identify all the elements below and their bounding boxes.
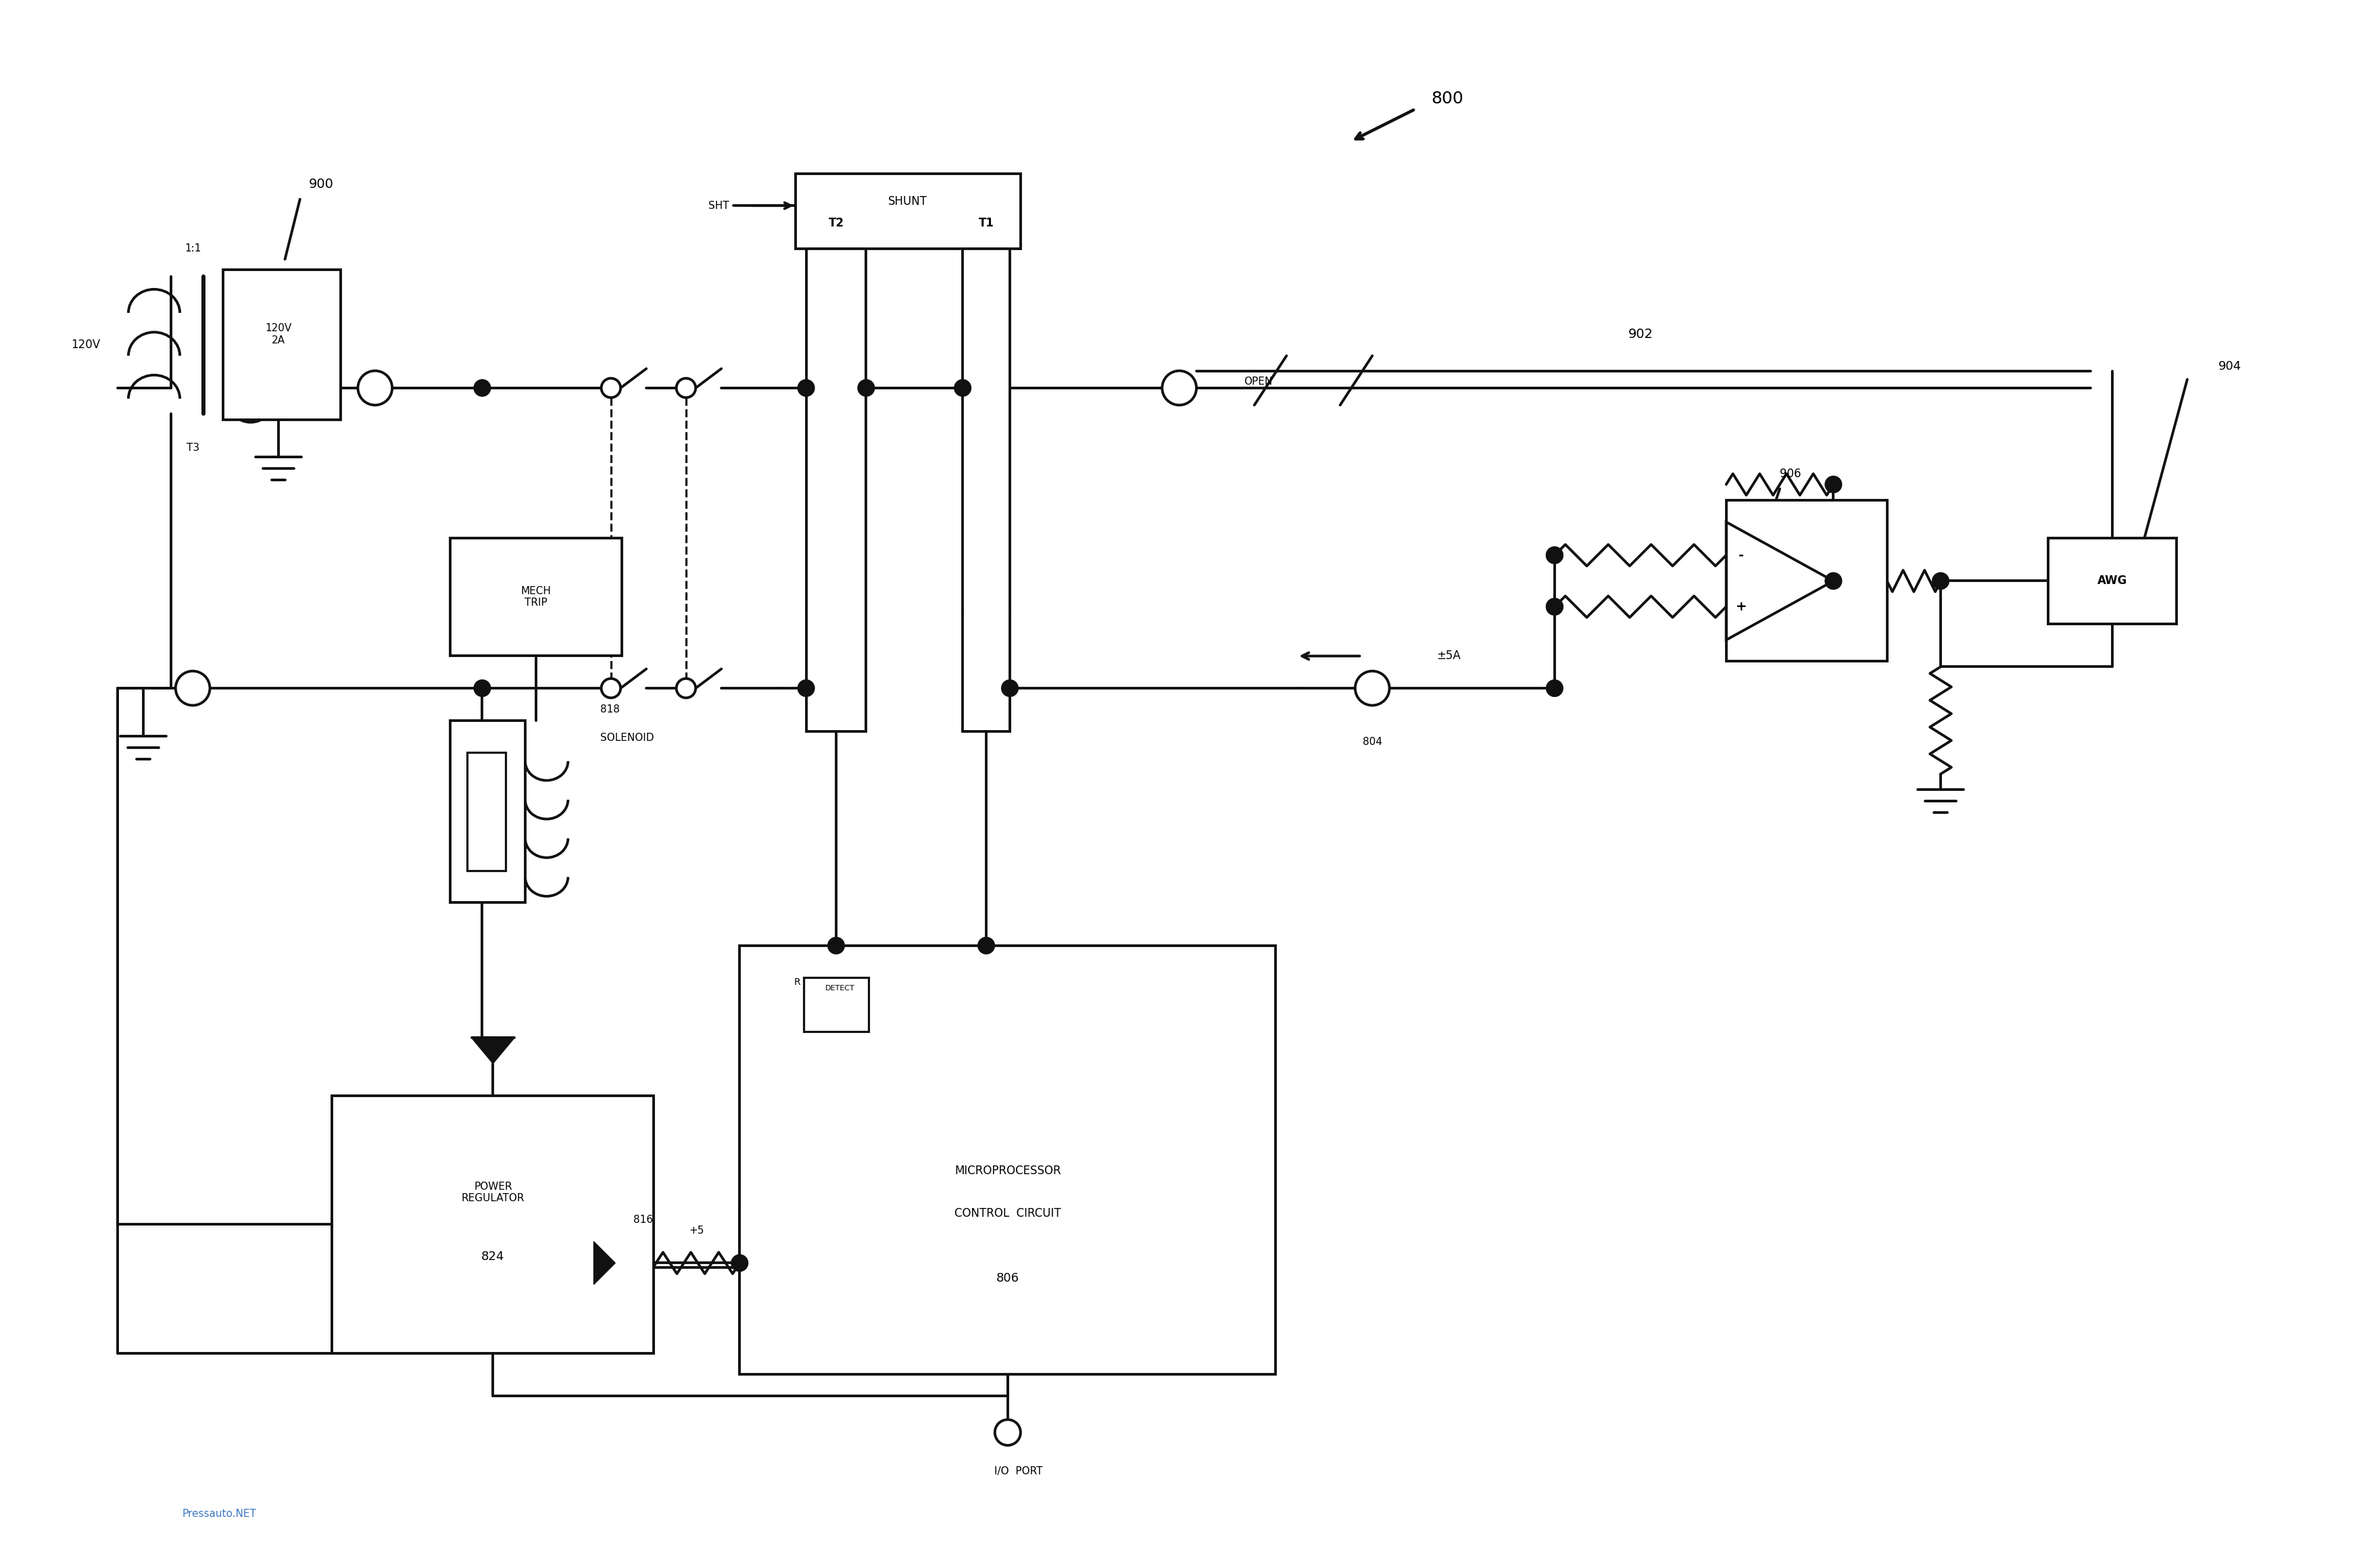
Text: T1: T1 [978,217,995,229]
Text: DETECT: DETECT [826,985,854,992]
Circle shape [1825,573,1840,588]
Circle shape [474,381,490,395]
Circle shape [676,378,695,398]
Text: 120V: 120V [71,339,100,351]
Circle shape [1933,573,1949,588]
Bar [2047,539,2178,624]
Text: POWER
REGULATOR: POWER REGULATOR [462,1181,524,1203]
Text: 804: 804 [1361,737,1383,746]
Text: Pressauto.NET: Pressauto.NET [181,1509,257,1519]
Text: -: - [1737,550,1745,562]
Text: SOLENOID: SOLENOID [600,732,654,743]
Circle shape [176,670,209,706]
Text: MECH
TRIP: MECH TRIP [521,587,552,608]
Circle shape [1547,599,1561,615]
Text: 906: 906 [1780,467,1802,480]
Bar [795,173,1021,249]
Circle shape [859,381,873,395]
Circle shape [357,372,393,406]
Text: 806: 806 [997,1272,1019,1285]
Circle shape [1161,372,1197,406]
Text: 824: 824 [481,1251,505,1263]
Text: 900: 900 [309,178,333,190]
Circle shape [1547,548,1561,563]
Bar [450,539,621,656]
Circle shape [828,938,843,954]
Text: MICROPROCESSOR: MICROPROCESSOR [954,1164,1061,1176]
Text: +: + [1735,601,1747,613]
Circle shape [954,381,971,395]
Circle shape [676,678,695,698]
Circle shape [1002,681,1016,695]
Text: 1:1: 1:1 [186,243,200,254]
Circle shape [800,681,814,695]
Bar [804,978,869,1031]
Bar [740,946,1276,1375]
Text: SHT: SHT [709,201,728,211]
Circle shape [602,678,621,698]
Bar [450,720,526,902]
Circle shape [1547,681,1561,695]
Text: I/O  PORT: I/O PORT [995,1466,1042,1477]
Bar [333,1096,654,1353]
Circle shape [602,378,621,398]
Polygon shape [593,1241,616,1285]
Circle shape [733,1255,747,1271]
Text: ±5A: ±5A [1438,650,1461,663]
Text: 816: 816 [633,1215,652,1224]
Bar [807,249,866,731]
Circle shape [978,938,995,954]
Circle shape [800,381,814,395]
Circle shape [995,1420,1021,1446]
Text: CONTROL  CIRCUIT: CONTROL CIRCUIT [954,1207,1061,1220]
Text: SHUNT: SHUNT [888,195,928,207]
Text: AWG: AWG [2097,574,2128,587]
Text: 904: 904 [2218,361,2242,373]
Text: 818: 818 [600,704,619,715]
Text: T3: T3 [186,443,200,454]
Text: +5: +5 [690,1226,704,1235]
Text: T2: T2 [828,217,845,229]
Bar [466,752,507,870]
Circle shape [1547,548,1561,563]
Text: R: R [795,977,800,986]
Circle shape [1825,477,1840,492]
Circle shape [1547,599,1561,615]
Circle shape [1354,670,1390,706]
Bar [962,249,1009,731]
Text: OPEN: OPEN [1245,376,1273,387]
Bar [224,269,340,420]
Text: 120V
2A: 120V 2A [264,324,293,345]
Bar [1725,500,1887,661]
Text: 902: 902 [1628,328,1652,341]
Text: 800: 800 [1430,90,1464,107]
Polygon shape [471,1037,514,1063]
Circle shape [474,681,490,695]
